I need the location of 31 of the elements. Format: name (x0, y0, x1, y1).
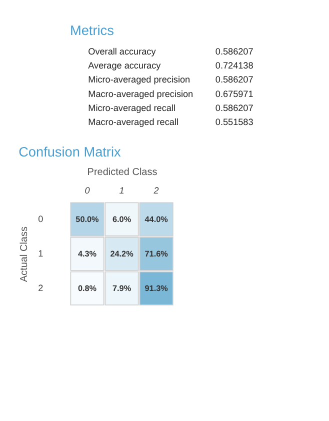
data-label: 24.2% (110, 250, 134, 259)
text: 0.724138 (215, 60, 254, 71)
text: 0.586207 (215, 74, 254, 85)
data-label: 50.0% (76, 215, 100, 224)
x-axis-title: Predicted Class (87, 167, 158, 178)
text: 0.675971 (215, 88, 254, 99)
x-tick-label: 2 (152, 185, 159, 196)
data-label: 0.8% (78, 284, 98, 294)
text: Micro-averaged precision (88, 74, 190, 85)
text: Macro-averaged precision (88, 88, 194, 99)
text: 0.586207 (215, 102, 254, 113)
x-tick-label: 0 (84, 185, 90, 196)
y-tick-label: 1 (38, 248, 44, 259)
y-tick-label: 2 (38, 283, 44, 294)
text: Overall accuracy (88, 46, 156, 57)
text: Micro-averaged recall (88, 102, 176, 113)
chart-title: Confusion Matrix (18, 144, 121, 160)
data-label: 44.0% (144, 215, 169, 224)
y-axis-title: Actual Class (19, 226, 30, 282)
data-label: 6.0% (112, 215, 132, 224)
text: Macro-averaged recall (88, 117, 178, 128)
x-tick-label: 1 (119, 185, 124, 196)
data-label: 7.9% (112, 284, 132, 294)
data-label: 71.6% (144, 250, 169, 259)
text: Metrics (70, 22, 114, 38)
text: Average accuracy (88, 60, 162, 71)
text: 0.586207 (215, 46, 254, 57)
text: 0.551583 (215, 117, 254, 128)
data-label: 91.3% (144, 284, 169, 294)
y-tick-label: 0 (38, 214, 44, 224)
data-label: 4.3% (78, 250, 98, 259)
